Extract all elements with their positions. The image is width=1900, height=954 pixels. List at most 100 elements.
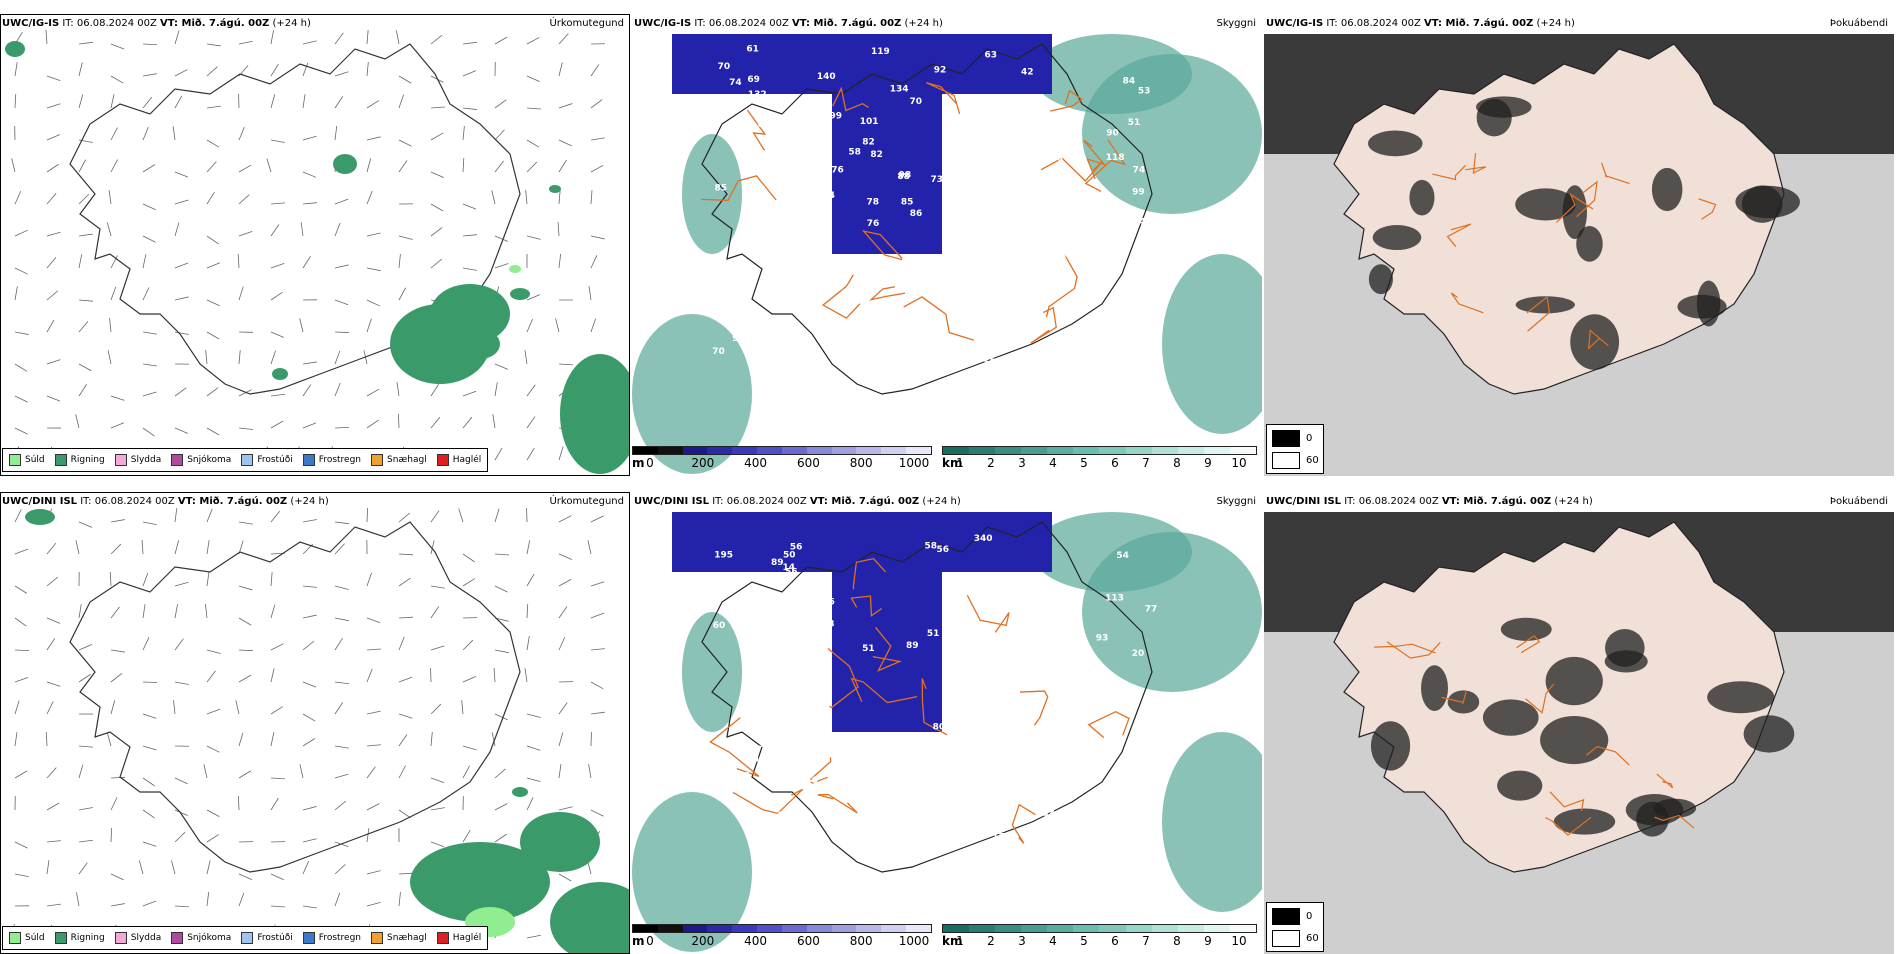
wind-barb: [47, 257, 56, 268]
cloud-legend: 0 60: [1266, 424, 1324, 474]
wind-barb: [207, 860, 210, 874]
legend-label: Haglél: [453, 455, 482, 465]
wind-barb: [591, 138, 605, 140]
precip-legend-item: Frostúði: [241, 454, 292, 466]
legend-label: Súld: [25, 933, 45, 943]
cloud-area: [1421, 665, 1448, 711]
wind-barb: [79, 321, 88, 332]
legend-label: Súld: [25, 455, 45, 465]
wind-barb: [271, 64, 278, 76]
wind-barb: [463, 677, 476, 682]
color-bar: [942, 446, 1257, 455]
wind-barb: [399, 578, 411, 586]
legend-label: Slydda: [131, 455, 161, 465]
wind-barb: [303, 362, 317, 364]
wind-barb: [143, 714, 156, 718]
visibility-value: 57: [758, 740, 771, 750]
wind-barb: [303, 682, 316, 687]
legend-swatch: [371, 932, 383, 944]
wind-barb: [431, 646, 444, 650]
wind-barb: [495, 769, 506, 778]
wind-barb: [175, 223, 179, 236]
wind-barb: [591, 516, 604, 522]
wind-barb: [399, 637, 404, 650]
wind-barb: [399, 161, 407, 172]
legend-label: Slydda: [131, 933, 161, 943]
wind-barb: [207, 192, 214, 204]
visibility-value: 85: [714, 183, 727, 193]
wind-barb: [271, 874, 284, 880]
wind-barb: [462, 700, 463, 714]
cloud-area: [1373, 225, 1422, 250]
wind-barb: [463, 417, 472, 428]
visibility-value: 97: [762, 670, 775, 680]
wind-barb: [207, 428, 219, 435]
visibility-value: 70: [712, 347, 725, 357]
wind-barb: [367, 191, 372, 204]
visibility-value: 199: [823, 112, 842, 122]
visibility-value: 92: [934, 65, 947, 75]
wind-barb: [399, 554, 413, 555]
wind-barb: [527, 108, 541, 109]
visibility-value: 90: [1106, 129, 1119, 139]
wind-barb: [271, 707, 283, 714]
wind-barb: [591, 255, 597, 268]
visibility-value: 51: [1000, 582, 1013, 592]
wind-barb: [79, 62, 82, 76]
visibility-value: 65: [745, 217, 758, 227]
wind-barb: [47, 135, 60, 140]
wind-barb: [271, 798, 278, 810]
wind-barb: [143, 428, 154, 436]
iceland-outline: [70, 522, 520, 872]
wind-barb: [79, 604, 81, 618]
precip-area: [549, 185, 561, 193]
visibility-value: 51: [927, 629, 940, 639]
wind-barb: [111, 650, 125, 652]
precip-legend-item: Rigning: [55, 932, 105, 944]
visibility-value: 69: [804, 630, 817, 640]
panel-header: UWC/IG-IS IT: 06.08.2024 00Z VT: Mið. 7.…: [1266, 18, 1575, 29]
wind-barb: [559, 516, 571, 522]
visibility-value: 84: [1026, 354, 1039, 364]
visibility-value: 89: [1065, 671, 1078, 681]
wind-barb: [207, 263, 220, 268]
visibility-value: 53: [977, 789, 990, 799]
visibility-value: 82: [1149, 245, 1162, 255]
wind-barb: [495, 382, 497, 396]
wind-barb: [399, 288, 406, 300]
wind-barb: [47, 396, 60, 401]
wind-barb: [236, 700, 239, 714]
wind-barb: [303, 520, 317, 522]
wind-barb: [495, 263, 508, 268]
legend-label: Frostregn: [319, 933, 361, 943]
wind-barb: [15, 650, 29, 651]
wind-barb: [591, 236, 605, 239]
visibility-value: 58: [755, 321, 768, 331]
wind-barb: [335, 351, 340, 364]
wind-barb: [459, 509, 463, 522]
wind-barb: [47, 803, 59, 810]
visibility-value: 68: [1065, 250, 1078, 260]
wind-barb: [239, 675, 251, 682]
wind-barb: [79, 42, 93, 44]
wind-barb: [431, 35, 442, 44]
precip-legend-item: Slydda: [115, 454, 161, 466]
cloud-legend: 0 60: [1266, 902, 1324, 952]
wind-barb: [15, 94, 16, 108]
wind-barb: [15, 268, 28, 274]
visibility-value: 56: [937, 545, 950, 555]
wind-barb: [527, 636, 529, 650]
wind-barb: [527, 236, 541, 239]
visibility-value: 94: [1040, 273, 1053, 283]
visibility-value: 134: [890, 84, 909, 94]
cloud-area: [1540, 716, 1608, 764]
visibility-value: 73: [930, 175, 943, 185]
bar-tick: 3: [1018, 456, 1026, 470]
visibility-value: 88: [897, 172, 910, 182]
visibility-value: 169: [764, 356, 783, 366]
visibility-value: 195: [714, 551, 733, 561]
wind-barb: [207, 746, 219, 752]
